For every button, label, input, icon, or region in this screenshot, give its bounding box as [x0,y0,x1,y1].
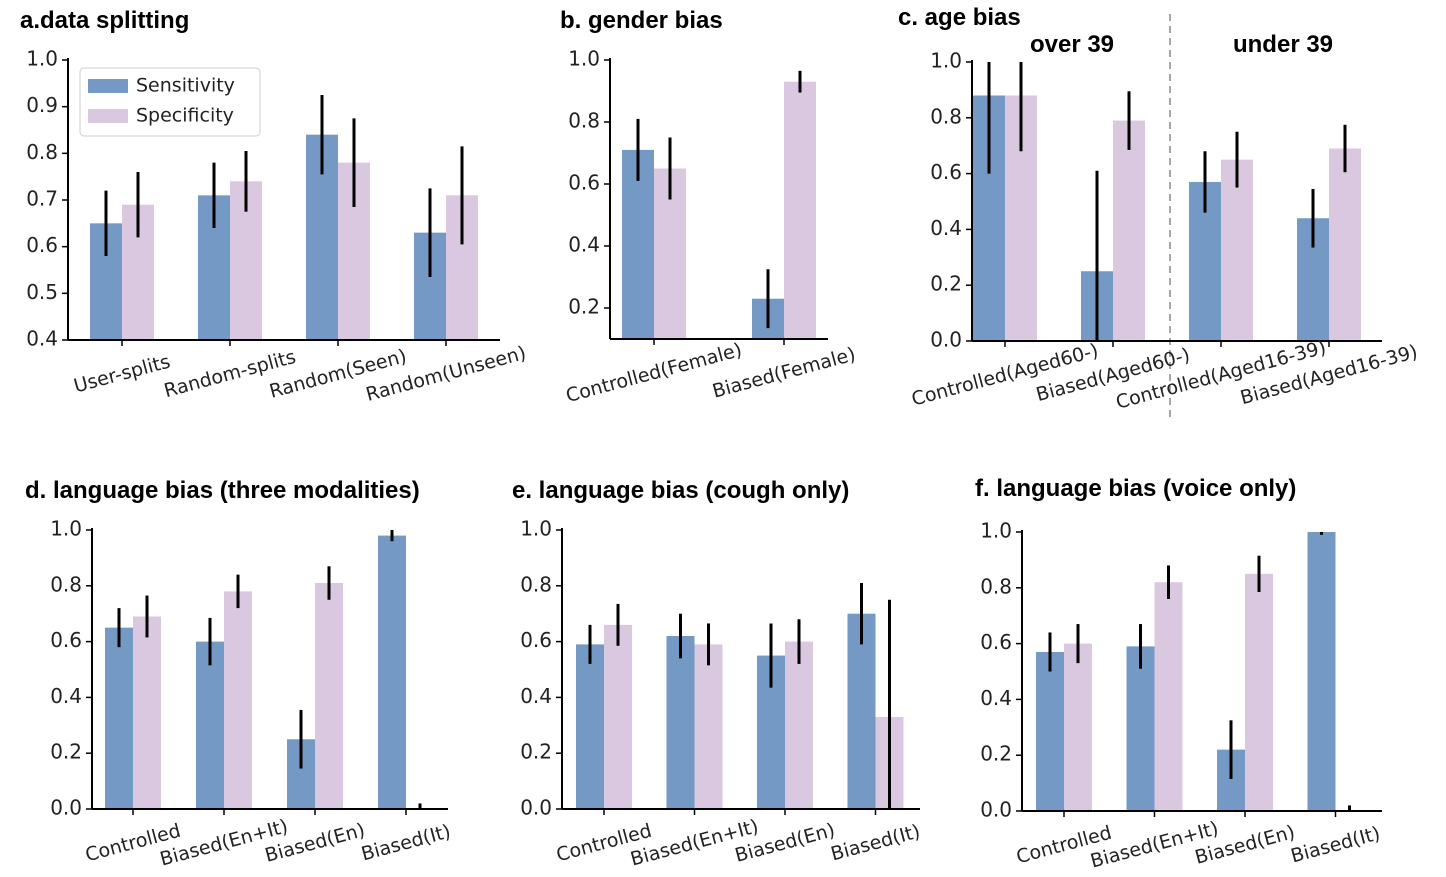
error-bars [104,95,464,277]
y-tick-label: 0.4 [980,686,1012,710]
x-tick-label: Biased(It) [359,821,453,866]
legend-swatch [88,109,128,123]
y-tick-label: 1.0 [50,517,82,541]
y-tick-label: 0.5 [26,280,58,304]
bar [622,149,654,339]
panel: e. language bias (cough only) 0.0 0.2 0.4 0.… [512,477,923,871]
panel-title: c. age bias [898,4,1021,31]
bar [105,627,133,809]
y-tick-label: 0.8 [26,140,58,164]
y-tick-label: 0.6 [568,171,600,195]
bar [1154,582,1183,811]
bar [1221,159,1253,341]
error-bars [636,70,802,329]
panel: b. gender bias0.20.40.60.81.0Controlled(… [560,7,858,407]
panel: a.data splitting 0.4 0.5 0.6 0.7 0.8 0.9 1.0 Use… [20,7,528,406]
error-bars [588,583,891,809]
y-tick-label: 1.0 [520,517,552,541]
y-tick-label: 0.6 [520,628,552,652]
error-bars [1048,532,1351,811]
y-tick-label: 0.6 [980,630,1012,654]
y-tick-label: 0.2 [520,740,552,764]
y-tick-label: 0.0 [50,796,82,820]
y-tick-label: 0.2 [568,295,600,319]
y-tick-label: 0.4 [520,684,552,708]
annotation: over 39 [1030,31,1114,58]
y-tick-label: 0.8 [930,104,962,128]
bar [1113,120,1145,341]
bar [378,535,406,809]
bar [784,81,816,339]
y-tick-label: 0.4 [930,216,962,240]
panel-title: f. language bias (voice only) [975,475,1296,502]
panel-title: d. language bias (three modalities) [25,477,420,504]
y-tick-label: 0.6 [930,160,962,184]
bar [694,644,723,809]
legend-label: Sensitivity [136,75,235,97]
bar [315,583,343,809]
x-tick-label: Biased(It) [1288,823,1382,868]
panel: d. language bias (three modalities) 0.0 0.… [25,477,453,871]
panel-title: a.data splitting [20,7,189,34]
y-tick-label: 0.2 [980,742,1012,766]
panel-title: b. gender bias [560,7,723,34]
bar [1036,651,1064,811]
y-tick-label: 1.0 [930,49,962,73]
bar [847,613,876,809]
panel-title: e. language bias (cough only) [512,477,849,504]
y-tick-label: 0.9 [26,93,58,117]
y-tick-label: 0.8 [520,572,552,596]
panel: f. language bias (voice only) 0.0 0.2 0.4 0.… [975,475,1383,873]
y-tick-label: 0.8 [568,109,600,133]
bar [1307,532,1336,811]
y-tick-label: 0.7 [26,187,58,211]
bar [1126,646,1155,811]
bar [785,641,813,809]
annotation: under 39 [1233,31,1333,58]
legend-swatch [88,79,128,93]
y-tick-label: 1.0 [980,519,1012,543]
bar [1064,643,1092,811]
y-tick-label: 0.0 [930,328,962,352]
y-tick-label: 1.0 [26,47,58,71]
bar [196,641,224,809]
bar [576,644,604,809]
y-tick-label: 0.0 [520,796,552,820]
y-tick-label: 0.4 [26,327,58,351]
bar [133,616,161,809]
bar [1329,148,1361,341]
x-tick-label: Biased(It) [828,821,922,866]
x-tick-label: User-splits [71,351,172,398]
bar [1245,573,1273,811]
panel: c. age bias over 39 under 39 0.0 0.2 0.4 0.6 0.… [898,4,1420,420]
y-tick-label: 0.8 [980,574,1012,598]
legend-label: Specificity [136,105,234,127]
bar [604,624,632,809]
y-tick-label: 0.4 [50,684,82,708]
y-tick-label: 0.2 [930,272,962,296]
y-tick-label: 1.0 [568,47,600,71]
error-bars [117,530,422,809]
y-tick-label: 0.4 [568,233,600,257]
y-tick-label: 0.6 [50,628,82,652]
y-tick-label: 0.8 [50,572,82,596]
error-bars [987,62,1347,341]
y-tick-label: 0.6 [26,233,58,257]
bar [666,636,695,809]
bar [224,591,252,809]
y-tick-label: 0.2 [50,740,82,764]
y-tick-label: 0.0 [980,798,1012,822]
